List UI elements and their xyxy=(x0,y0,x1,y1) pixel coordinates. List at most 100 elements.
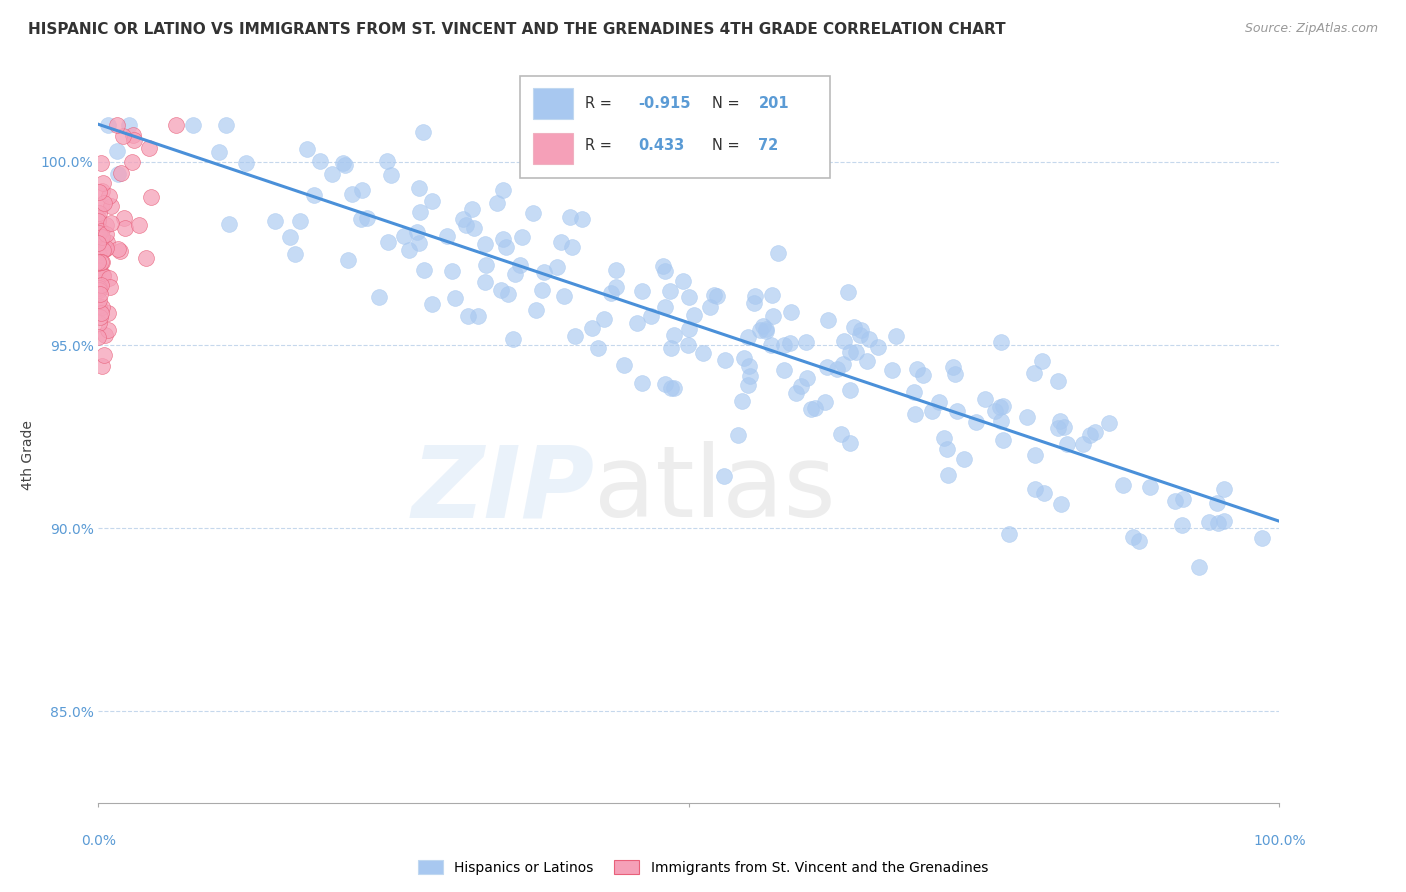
Point xyxy=(912,368,935,383)
Point xyxy=(380,168,402,182)
Point xyxy=(87,280,110,294)
Text: N =: N = xyxy=(711,138,740,153)
Point xyxy=(91,176,114,190)
Point xyxy=(815,359,838,374)
Point xyxy=(89,293,111,307)
Point xyxy=(731,394,754,409)
Point xyxy=(965,415,987,429)
Point xyxy=(560,210,582,224)
Point xyxy=(89,310,111,325)
Point xyxy=(89,258,111,272)
Point xyxy=(1212,482,1234,496)
Point xyxy=(928,394,950,409)
Point xyxy=(935,442,957,456)
FancyBboxPatch shape xyxy=(533,133,572,164)
Point xyxy=(1053,420,1076,434)
Point xyxy=(454,219,477,233)
Point xyxy=(1033,486,1056,500)
Point xyxy=(94,328,117,343)
Point xyxy=(121,154,143,169)
Point xyxy=(592,311,614,326)
Point xyxy=(813,394,835,409)
Point xyxy=(122,128,145,142)
Point xyxy=(1049,414,1071,428)
Point xyxy=(658,285,681,299)
Point xyxy=(942,360,965,375)
Point xyxy=(921,404,943,418)
Point xyxy=(796,370,818,384)
Point xyxy=(87,256,110,270)
Point xyxy=(451,212,474,227)
Point xyxy=(336,252,359,267)
Point xyxy=(1139,479,1161,493)
Point xyxy=(492,232,515,246)
Point xyxy=(884,329,907,343)
Point xyxy=(408,181,430,195)
Point xyxy=(550,235,572,250)
Point xyxy=(1122,530,1144,544)
Point xyxy=(738,359,761,373)
Point xyxy=(737,329,759,343)
Point xyxy=(785,386,807,401)
Point xyxy=(235,156,257,170)
Point xyxy=(87,211,110,226)
Point xyxy=(350,211,373,226)
Point xyxy=(335,158,357,172)
Point xyxy=(751,319,773,334)
Point xyxy=(1031,353,1053,368)
Point xyxy=(837,285,859,300)
Point xyxy=(858,332,880,346)
Point xyxy=(489,283,512,297)
Point xyxy=(408,205,430,219)
Point xyxy=(654,300,676,314)
Point xyxy=(87,206,110,220)
Point xyxy=(108,244,131,258)
Point xyxy=(1024,482,1046,496)
Point xyxy=(441,264,464,278)
Point xyxy=(263,213,285,227)
Point xyxy=(208,145,231,159)
Point xyxy=(350,183,373,197)
Point xyxy=(505,267,527,281)
Point xyxy=(768,246,790,260)
Point xyxy=(990,334,1012,349)
Point xyxy=(953,451,976,466)
Point xyxy=(87,279,110,293)
Point xyxy=(755,324,778,338)
Point xyxy=(89,287,111,301)
Point xyxy=(94,242,117,256)
Point xyxy=(420,296,443,310)
Point xyxy=(332,156,354,170)
Point xyxy=(904,407,927,421)
Point xyxy=(1024,449,1046,463)
Point xyxy=(546,260,568,274)
Point xyxy=(1251,531,1274,545)
Point xyxy=(713,469,735,483)
Point xyxy=(87,257,110,271)
Point xyxy=(87,214,110,228)
Point xyxy=(605,263,627,277)
Point xyxy=(87,281,110,295)
Point xyxy=(838,344,860,359)
Point xyxy=(356,211,378,225)
Text: 0.0%: 0.0% xyxy=(82,834,115,848)
Point xyxy=(87,236,110,251)
Point xyxy=(779,336,801,351)
Point xyxy=(659,341,682,355)
Point xyxy=(93,196,115,211)
Y-axis label: 4th Grade: 4th Grade xyxy=(21,420,35,490)
Point xyxy=(87,248,110,262)
Point xyxy=(714,352,737,367)
Point xyxy=(89,230,111,244)
Point xyxy=(654,264,676,278)
Point xyxy=(779,305,801,319)
Point xyxy=(740,369,762,384)
Text: 0.433: 0.433 xyxy=(638,138,683,153)
Point xyxy=(97,324,120,338)
Point xyxy=(94,227,117,241)
Text: ZIP: ZIP xyxy=(412,442,595,538)
Point xyxy=(91,300,114,314)
Point xyxy=(107,167,129,181)
Point xyxy=(652,259,675,273)
Point xyxy=(571,212,593,227)
